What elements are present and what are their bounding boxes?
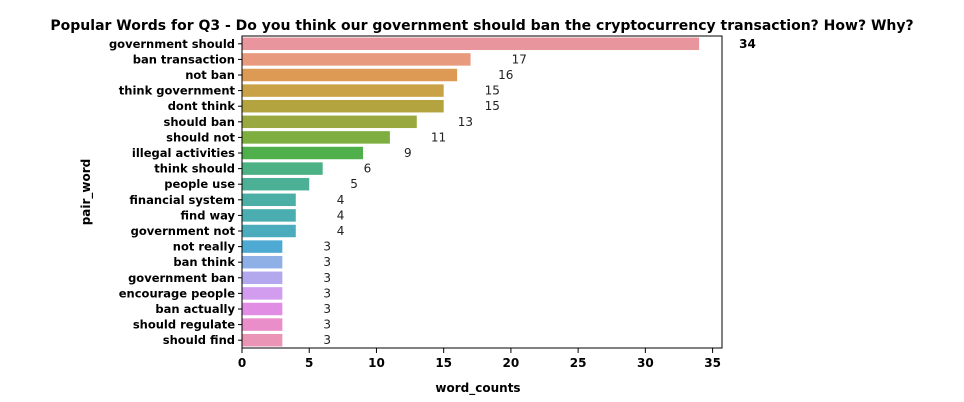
y-tick-label: ban actually [155, 302, 235, 316]
bar-4 [242, 99, 444, 113]
data-label: 4 [337, 193, 345, 207]
bar-3 [242, 84, 444, 97]
data-label: 17 [512, 52, 527, 66]
y-tick-label: find way [181, 208, 236, 222]
data-label: 3 [323, 302, 331, 316]
y-tick-label: government not [131, 224, 236, 238]
x-tick-label: 0 [238, 356, 246, 370]
y-tick-label: people use [164, 177, 235, 191]
bar-2 [242, 68, 458, 82]
y-tick-label: think should [154, 162, 235, 176]
bar-17 [242, 302, 283, 316]
y-tick-label: ban transaction [133, 52, 235, 66]
bar-6 [242, 131, 390, 144]
bar-13 [242, 240, 283, 253]
data-label: 13 [458, 115, 473, 129]
data-label: 3 [323, 271, 331, 285]
chart-title: Popular Words for Q3 - Do you think our … [50, 18, 913, 34]
data-label: 6 [364, 162, 372, 176]
data-label: 5 [350, 177, 358, 191]
bar-1 [242, 53, 471, 66]
x-tick-label: 25 [570, 356, 587, 370]
bar-10 [242, 193, 296, 207]
bar-8 [242, 162, 323, 175]
x-tick-label: 15 [435, 356, 452, 370]
y-tick-label: think government [119, 84, 236, 98]
x-tick-label: 10 [368, 356, 385, 370]
data-label: 3 [323, 255, 331, 269]
data-label: 4 [337, 224, 345, 238]
data-label: 3 [323, 318, 331, 332]
bar-18 [242, 318, 283, 331]
bar-15 [242, 271, 283, 285]
data-label: 9 [404, 146, 412, 160]
y-tick-label: illegal activities [132, 146, 235, 160]
y-tick-label: should not [166, 130, 235, 144]
data-label: 15 [485, 84, 500, 98]
y-axis-label: pair_word [79, 159, 94, 226]
data-label: 34 [739, 37, 756, 51]
data-label: 15 [485, 99, 500, 113]
bar-0 [242, 37, 700, 51]
data-label: 3 [323, 286, 331, 300]
y-tick-label: financial system [129, 193, 235, 207]
data-label: 11 [431, 130, 446, 144]
bar-7 [242, 146, 364, 160]
x-tick-label: 5 [305, 356, 313, 370]
y-tick-label: encourage people [119, 286, 235, 300]
y-tick-label: should regulate [133, 318, 235, 332]
y-tick-label: should find [163, 333, 235, 347]
data-label: 3 [323, 240, 331, 254]
bar-19 [242, 333, 283, 347]
bar-5 [242, 115, 417, 129]
x-ticks: 0 5 10 15 20 25 30 35 [238, 348, 721, 370]
bar-9 [242, 177, 310, 191]
data-label: 3 [323, 333, 331, 347]
y-tick-label: ban think [173, 255, 235, 269]
x-tick-label: 35 [704, 356, 721, 370]
y-tick-label: should ban [164, 115, 235, 129]
axes-frame [241, 35, 723, 349]
y-tick-label: not ban [185, 68, 235, 82]
y-tick-label: government ban [128, 271, 235, 285]
y-tick-label: dont think [168, 99, 236, 113]
x-tick-label: 20 [503, 356, 520, 370]
bar-11 [242, 209, 296, 222]
x-tick-label: 30 [637, 356, 654, 370]
data-label: 16 [498, 68, 513, 82]
bar-14 [242, 255, 283, 269]
y-tick-label: government should [109, 37, 235, 51]
y-tick-label: not really [173, 240, 236, 254]
bar-12 [242, 224, 296, 238]
x-axis-label: word_counts [435, 381, 520, 396]
bars-group [242, 37, 700, 347]
bar-16 [242, 287, 283, 300]
data-label: 4 [337, 208, 345, 222]
